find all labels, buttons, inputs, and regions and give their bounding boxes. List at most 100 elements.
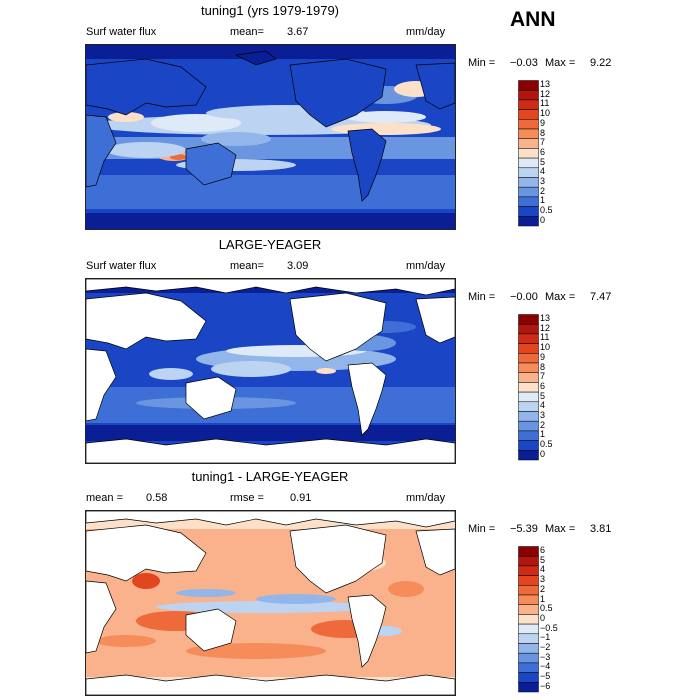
- panel-3-max-value: 3.81: [590, 523, 612, 535]
- panel-2-units: mm/day: [406, 260, 446, 272]
- panel-2-max-value: 7.47: [590, 291, 612, 303]
- panel-1-colorbar-label: 12: [540, 88, 551, 99]
- panel-3-colorbar-swatch: [518, 614, 539, 625]
- panel-2-mean-label: mean=: [230, 260, 264, 272]
- panel-3-colorbar-swatch: [518, 643, 539, 654]
- panel-1-colorbar-label: 9: [540, 117, 546, 128]
- panel-3-colorbar-swatch: [518, 652, 539, 664]
- panel-3-colorbar-label: 0.5: [540, 603, 553, 614]
- panel-3-max-label: Max =: [545, 523, 576, 535]
- panel-1-colorbar-swatch: [518, 157, 539, 169]
- panel-1-colorbar-swatch: [518, 109, 539, 120]
- panel-2-colorbar-label: 2: [540, 419, 546, 430]
- panel-1-colorbar-swatch: [518, 128, 539, 139]
- panel-1-mean-value: 3.67: [287, 26, 309, 38]
- panel-3-colorbar-label: 4: [540, 564, 546, 575]
- panel-1-colorbar-label: 0.5: [540, 205, 553, 216]
- panel-1-colorbar-swatch: [518, 89, 539, 101]
- panel-2-colorbar-swatch: [518, 440, 539, 451]
- panel-3-map: [85, 510, 456, 696]
- panel-3-title: tuning1 - LARGE-YEAGER: [191, 469, 349, 484]
- panel-2-colorbar-swatch: [518, 430, 539, 441]
- panel-3-rmse-label: rmse =: [230, 492, 264, 504]
- panel-2-colorbar-label: 7: [540, 371, 546, 382]
- panel-1-colorbar-label: 2: [540, 185, 546, 196]
- panel-3-colorbar-label: 5: [540, 554, 546, 565]
- panel-3-colorbar-swatch: [518, 546, 539, 557]
- panel-2-max-label: Max =: [545, 291, 576, 303]
- panel-3-colorbar-label: 6: [540, 545, 546, 555]
- panel-1-colorbar-label: 3: [540, 176, 546, 186]
- panel-1-mean-label: mean=: [230, 26, 264, 38]
- panel-2-colorbar-swatch: [518, 362, 539, 373]
- panel-1-colorbar-label: 1: [540, 195, 546, 206]
- panel-2-colorbar-label: 9: [540, 351, 546, 362]
- panel-3-colorbar-swatch: [518, 682, 539, 693]
- panel-3-colorbar-label: 2: [540, 583, 546, 594]
- panel-1-colorbar-label: 10: [540, 108, 551, 119]
- panel-3-colorbar-label: −1: [540, 632, 551, 643]
- panel-1-colorbar-label: 8: [540, 127, 546, 138]
- panel-1-colorbar-label: 13: [540, 79, 551, 89]
- panel-2-colorbar-swatch: [518, 411, 539, 422]
- panel-3-colorbar-label: −6: [540, 680, 551, 691]
- panel-2-colorbar-label: 1: [540, 429, 546, 440]
- panel-2-colorbar-swatch: [518, 391, 539, 403]
- panel-2-colorbar: 13 12 11 10 9 8 7 6 5 4 3 2 1 0.5 0: [518, 313, 578, 461]
- panel-3-mean-value: 0.58: [146, 492, 168, 504]
- panel-3-colorbar: 6 5 4 3 2 1 0.5 0 −0.5 −1 −2 −3 −4 −5 −6: [518, 545, 578, 693]
- panel-3-colorbar-label: 3: [540, 574, 546, 585]
- panel-3-colorbar-label: −4: [540, 661, 551, 672]
- panel-2-colorbar-swatch: [518, 333, 539, 344]
- panel-1-colorbar-swatch: [518, 206, 539, 217]
- panel-2-colorbar-label: 0: [540, 448, 546, 459]
- panel-2-colorbar-label: 6: [540, 380, 546, 391]
- panel-1-max-value: 9.22: [590, 57, 612, 69]
- panel-3-mean-label: mean =: [86, 492, 123, 504]
- panel-2-colorbar-label: 12: [540, 322, 551, 333]
- panel-3-colorbar-swatch: [518, 662, 539, 673]
- panel-1-title: tuning1 (yrs 1979-1979): [200, 3, 340, 18]
- panel-2-colorbar-label: 5: [540, 390, 546, 401]
- panel-1-colorbar-swatch: [518, 196, 539, 207]
- panel-2-colorbar-label: 11: [540, 332, 550, 343]
- panel-3-colorbar-swatch: [518, 594, 539, 605]
- panel-3-units: mm/day: [406, 492, 446, 504]
- panel-2-colorbar-label: 10: [540, 342, 551, 353]
- panel-2-colorbar-label: 13: [540, 313, 551, 323]
- panel-2-min-value: −0.00: [510, 291, 538, 303]
- panel-1-colorbar-label: 7: [540, 137, 546, 148]
- panel-2-min-label: Min =: [468, 291, 496, 303]
- panel-3-rmse-value: 0.91: [290, 492, 312, 504]
- panel-1-colorbar-swatch: [518, 99, 539, 110]
- panel-2-colorbar-swatch: [518, 420, 539, 432]
- panel-2-variable: Surf water flux: [86, 260, 157, 272]
- panel-3-min-label: Min =: [468, 523, 496, 535]
- panel-1-colorbar-label: 5: [540, 156, 546, 167]
- panel-2-colorbar-swatch: [518, 343, 539, 354]
- panel-1-min-label: Min =: [468, 57, 496, 69]
- panel-2-map: [85, 278, 456, 464]
- panel-3-colorbar-swatch: [518, 565, 539, 576]
- panel-1-colorbar-label: 0: [540, 214, 546, 225]
- panel-1-colorbar-swatch: [518, 80, 539, 91]
- panel-1-colorbar-swatch: [518, 148, 539, 159]
- panel-3-colorbar-swatch: [518, 672, 539, 683]
- panel-3-colorbar-label: 1: [540, 593, 546, 604]
- panel-3-min-value: −5.39: [510, 523, 538, 535]
- panel-3-colorbar-label: 0: [540, 612, 546, 623]
- panel-1-variable: Surf water flux: [86, 26, 157, 38]
- panel-1-colorbar: 13 12 11 10 9 8 7 6 5 4 3 2 1 0.5 0: [518, 79, 578, 227]
- panel-1-min-value: −0.03: [510, 57, 538, 69]
- panel-3-colorbar-label: −0.5: [540, 622, 558, 633]
- panel-1-colorbar-label: 6: [540, 146, 546, 157]
- panel-2-mean-value: 3.09: [287, 260, 309, 272]
- panel-2-colorbar-label: 3: [540, 410, 546, 420]
- panel-3-colorbar-swatch: [518, 555, 539, 567]
- panel-2-colorbar-swatch: [518, 323, 539, 335]
- panel-2-title: LARGE-YEAGER: [218, 237, 322, 252]
- panel-2-colorbar-swatch: [518, 450, 539, 461]
- panel-1-colorbar-swatch: [518, 216, 539, 227]
- panel-3-colorbar-swatch: [518, 575, 539, 586]
- panel-1-colorbar-label: 4: [540, 166, 546, 177]
